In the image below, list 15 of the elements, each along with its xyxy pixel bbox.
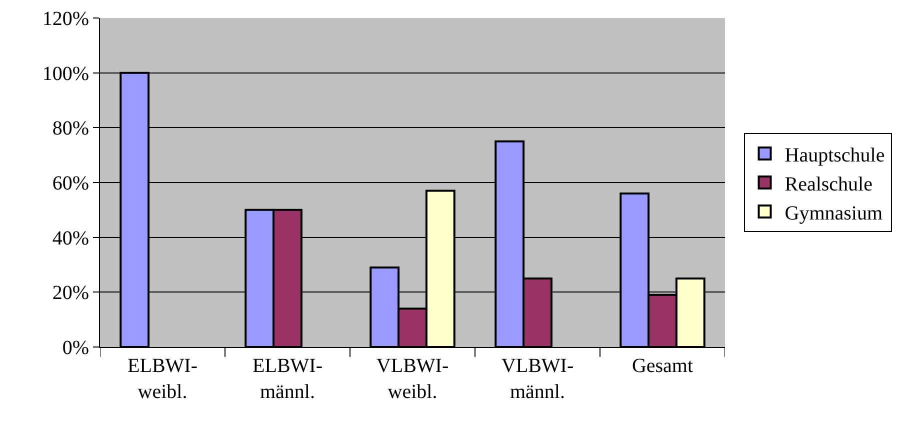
y-tick-label: 60% — [52, 172, 89, 194]
legend-label: Realschule — [784, 173, 873, 196]
x-tick-label: VLBWI- weibl. — [376, 355, 449, 403]
x-tick-label: ELBWI- weibl. — [128, 355, 198, 403]
legend-label: Hauptschule — [784, 144, 885, 166]
x-tick-label: Gesamt — [632, 355, 694, 377]
y-tick-label: 120% — [42, 8, 89, 30]
legend-label: Gymnasium — [784, 202, 883, 224]
y-tick-label: 80% — [52, 118, 89, 140]
y-tick-label: 20% — [52, 282, 89, 304]
x-tick-label: VLBWI- männl. — [501, 355, 574, 403]
x-tick-label: ELBWI- männl. — [252, 355, 322, 403]
y-tick-label: 100% — [42, 62, 89, 85]
y-tick-label: 0% — [62, 337, 89, 359]
y-tick-label: 40% — [52, 227, 89, 250]
